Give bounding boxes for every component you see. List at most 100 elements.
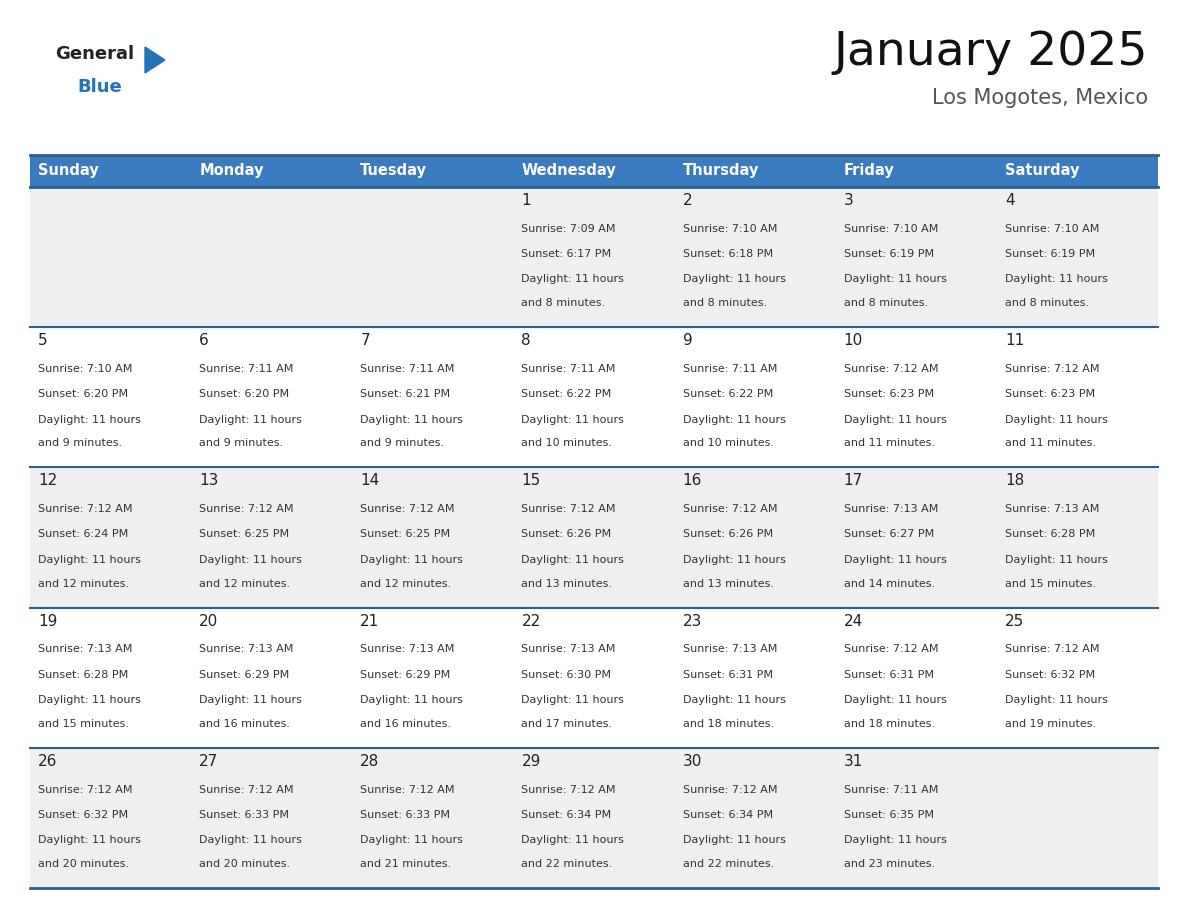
- Text: Thursday: Thursday: [683, 163, 759, 178]
- Text: 20: 20: [200, 613, 219, 629]
- Text: Sunset: 6:18 PM: Sunset: 6:18 PM: [683, 249, 772, 259]
- Text: Sunset: 6:29 PM: Sunset: 6:29 PM: [200, 669, 290, 679]
- Text: Sunday: Sunday: [38, 163, 99, 178]
- Text: 23: 23: [683, 613, 702, 629]
- Text: and 22 minutes.: and 22 minutes.: [683, 859, 773, 869]
- Text: and 12 minutes.: and 12 minutes.: [200, 578, 290, 588]
- Text: 6: 6: [200, 333, 209, 348]
- Bar: [997, 155, 1158, 187]
- Text: Daylight: 11 hours: Daylight: 11 hours: [1005, 554, 1107, 565]
- Text: Daylight: 11 hours: Daylight: 11 hours: [1005, 274, 1107, 285]
- Text: Sunset: 6:33 PM: Sunset: 6:33 PM: [200, 810, 289, 820]
- Text: 18: 18: [1005, 474, 1024, 488]
- Text: Daylight: 11 hours: Daylight: 11 hours: [1005, 695, 1107, 705]
- Text: 4: 4: [1005, 193, 1015, 208]
- Text: 27: 27: [200, 754, 219, 768]
- Text: January 2025: January 2025: [834, 30, 1148, 75]
- Bar: [30, 187, 1158, 327]
- Text: Daylight: 11 hours: Daylight: 11 hours: [522, 415, 625, 424]
- Text: Daylight: 11 hours: Daylight: 11 hours: [200, 554, 302, 565]
- Text: and 15 minutes.: and 15 minutes.: [1005, 578, 1095, 588]
- Text: Daylight: 11 hours: Daylight: 11 hours: [360, 695, 463, 705]
- Text: Sunrise: 7:13 AM: Sunrise: 7:13 AM: [683, 644, 777, 655]
- Text: Sunrise: 7:12 AM: Sunrise: 7:12 AM: [1005, 364, 1099, 374]
- Text: Sunset: 6:28 PM: Sunset: 6:28 PM: [38, 669, 128, 679]
- Text: Sunset: 6:27 PM: Sunset: 6:27 PM: [843, 530, 934, 540]
- Text: Sunset: 6:31 PM: Sunset: 6:31 PM: [843, 669, 934, 679]
- Text: Sunrise: 7:10 AM: Sunrise: 7:10 AM: [1005, 224, 1099, 234]
- Text: Daylight: 11 hours: Daylight: 11 hours: [683, 554, 785, 565]
- Text: Daylight: 11 hours: Daylight: 11 hours: [200, 695, 302, 705]
- Bar: [353, 155, 513, 187]
- Text: and 16 minutes.: and 16 minutes.: [360, 719, 451, 729]
- Text: 12: 12: [38, 474, 57, 488]
- Text: Daylight: 11 hours: Daylight: 11 hours: [1005, 415, 1107, 424]
- Text: and 16 minutes.: and 16 minutes.: [200, 719, 290, 729]
- Text: 11: 11: [1005, 333, 1024, 348]
- Text: General: General: [55, 45, 134, 63]
- Text: and 18 minutes.: and 18 minutes.: [843, 719, 935, 729]
- Bar: [835, 155, 997, 187]
- Text: and 22 minutes.: and 22 minutes.: [522, 859, 613, 869]
- Text: and 9 minutes.: and 9 minutes.: [200, 439, 283, 448]
- Text: and 13 minutes.: and 13 minutes.: [522, 578, 613, 588]
- Text: Sunset: 6:20 PM: Sunset: 6:20 PM: [38, 389, 128, 399]
- Text: Tuesday: Tuesday: [360, 163, 428, 178]
- Text: Sunrise: 7:11 AM: Sunrise: 7:11 AM: [200, 364, 293, 374]
- Bar: [513, 155, 675, 187]
- Text: and 20 minutes.: and 20 minutes.: [38, 859, 129, 869]
- Text: Wednesday: Wednesday: [522, 163, 617, 178]
- Text: Sunrise: 7:10 AM: Sunrise: 7:10 AM: [38, 364, 132, 374]
- Text: Sunrise: 7:12 AM: Sunrise: 7:12 AM: [200, 785, 293, 795]
- Text: 24: 24: [843, 613, 862, 629]
- Text: Sunrise: 7:12 AM: Sunrise: 7:12 AM: [360, 504, 455, 514]
- Text: and 15 minutes.: and 15 minutes.: [38, 719, 129, 729]
- Text: Sunrise: 7:12 AM: Sunrise: 7:12 AM: [360, 785, 455, 795]
- Text: 17: 17: [843, 474, 862, 488]
- Text: and 11 minutes.: and 11 minutes.: [1005, 439, 1095, 448]
- Text: Sunrise: 7:12 AM: Sunrise: 7:12 AM: [683, 785, 777, 795]
- Text: Friday: Friday: [843, 163, 895, 178]
- Text: 15: 15: [522, 474, 541, 488]
- Text: Sunset: 6:22 PM: Sunset: 6:22 PM: [683, 389, 773, 399]
- Text: 13: 13: [200, 474, 219, 488]
- Text: Sunset: 6:21 PM: Sunset: 6:21 PM: [360, 389, 450, 399]
- Text: Daylight: 11 hours: Daylight: 11 hours: [683, 835, 785, 845]
- Text: Sunrise: 7:13 AM: Sunrise: 7:13 AM: [38, 644, 132, 655]
- Text: Sunset: 6:25 PM: Sunset: 6:25 PM: [360, 530, 450, 540]
- Text: 8: 8: [522, 333, 531, 348]
- Text: Daylight: 11 hours: Daylight: 11 hours: [683, 415, 785, 424]
- Text: Sunrise: 7:12 AM: Sunrise: 7:12 AM: [522, 504, 617, 514]
- Text: and 13 minutes.: and 13 minutes.: [683, 578, 773, 588]
- Text: and 20 minutes.: and 20 minutes.: [200, 859, 290, 869]
- Bar: [30, 327, 1158, 467]
- Text: Sunrise: 7:11 AM: Sunrise: 7:11 AM: [683, 364, 777, 374]
- Text: Daylight: 11 hours: Daylight: 11 hours: [200, 835, 302, 845]
- Text: Sunset: 6:24 PM: Sunset: 6:24 PM: [38, 530, 128, 540]
- Text: Daylight: 11 hours: Daylight: 11 hours: [683, 695, 785, 705]
- Text: Sunset: 6:34 PM: Sunset: 6:34 PM: [522, 810, 612, 820]
- Text: Sunset: 6:26 PM: Sunset: 6:26 PM: [522, 530, 612, 540]
- Text: Sunset: 6:20 PM: Sunset: 6:20 PM: [200, 389, 290, 399]
- Text: Sunrise: 7:13 AM: Sunrise: 7:13 AM: [843, 504, 939, 514]
- Text: 9: 9: [683, 333, 693, 348]
- Text: Sunset: 6:25 PM: Sunset: 6:25 PM: [200, 530, 290, 540]
- Text: and 14 minutes.: and 14 minutes.: [843, 578, 935, 588]
- Bar: [675, 155, 835, 187]
- Text: Sunset: 6:28 PM: Sunset: 6:28 PM: [1005, 530, 1095, 540]
- Text: 22: 22: [522, 613, 541, 629]
- Text: 7: 7: [360, 333, 369, 348]
- Text: Sunrise: 7:13 AM: Sunrise: 7:13 AM: [360, 644, 455, 655]
- Polygon shape: [145, 47, 165, 73]
- Text: Daylight: 11 hours: Daylight: 11 hours: [522, 835, 625, 845]
- Text: 21: 21: [360, 613, 380, 629]
- Text: Daylight: 11 hours: Daylight: 11 hours: [522, 554, 625, 565]
- Text: Sunrise: 7:12 AM: Sunrise: 7:12 AM: [683, 504, 777, 514]
- Text: Saturday: Saturday: [1005, 163, 1080, 178]
- Text: 2: 2: [683, 193, 693, 208]
- Text: and 8 minutes.: and 8 minutes.: [843, 298, 928, 308]
- Text: Sunrise: 7:12 AM: Sunrise: 7:12 AM: [522, 785, 617, 795]
- Text: 25: 25: [1005, 613, 1024, 629]
- Text: and 18 minutes.: and 18 minutes.: [683, 719, 773, 729]
- Text: 19: 19: [38, 613, 57, 629]
